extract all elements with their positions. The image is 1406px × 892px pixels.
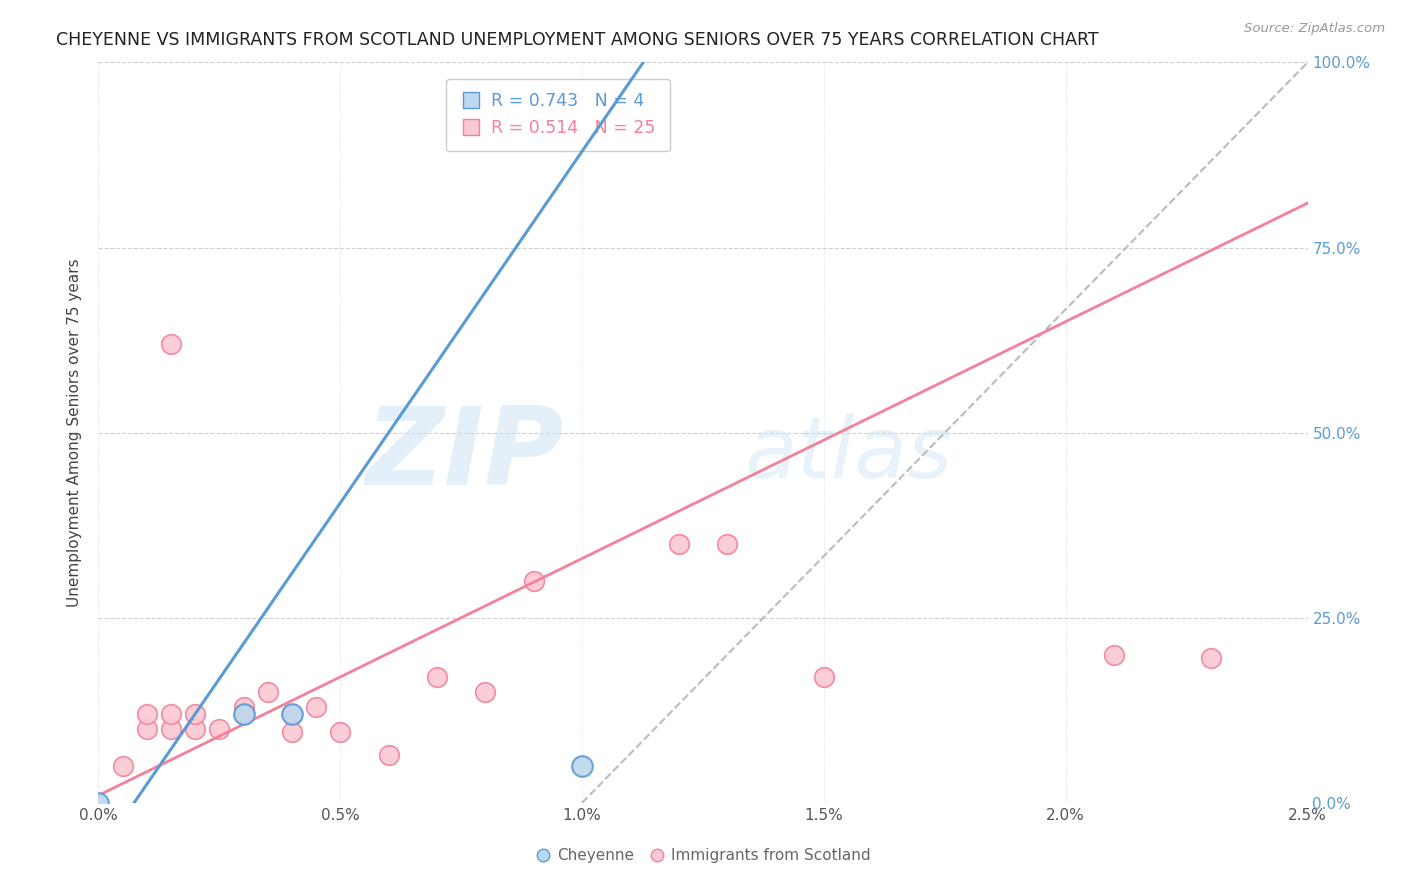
Point	[1199, 651, 1222, 665]
Point	[1102, 648, 1125, 662]
Text: ZIP: ZIP	[366, 401, 564, 508]
Text: atlas: atlas	[744, 413, 952, 496]
Point	[813, 670, 835, 684]
Point	[329, 725, 352, 739]
Point	[232, 706, 254, 721]
Point	[426, 670, 449, 684]
Point	[135, 706, 157, 721]
Point	[716, 536, 738, 550]
Point	[571, 758, 593, 772]
Point	[377, 747, 399, 762]
Y-axis label: Unemployment Among Seniors over 75 years: Unemployment Among Seniors over 75 years	[67, 259, 83, 607]
Point	[668, 536, 690, 550]
Point	[256, 685, 278, 699]
Point	[160, 336, 183, 351]
Point	[474, 685, 496, 699]
Point	[232, 699, 254, 714]
Legend: R = 0.743   N = 4, R = 0.514   N = 25: R = 0.743 N = 4, R = 0.514 N = 25	[446, 78, 669, 151]
Point	[208, 722, 231, 736]
Point	[305, 699, 328, 714]
Point	[160, 722, 183, 736]
Text: Source: ZipAtlas.com: Source: ZipAtlas.com	[1244, 22, 1385, 36]
Point	[281, 706, 304, 721]
Text: CHEYENNE VS IMMIGRANTS FROM SCOTLAND UNEMPLOYMENT AMONG SENIORS OVER 75 YEARS CO: CHEYENNE VS IMMIGRANTS FROM SCOTLAND UNE…	[56, 31, 1099, 49]
Point	[160, 706, 183, 721]
Point	[232, 706, 254, 721]
Point	[111, 758, 134, 772]
Point	[184, 722, 207, 736]
Point	[87, 796, 110, 810]
Point	[523, 574, 546, 588]
Point	[135, 722, 157, 736]
Point	[184, 706, 207, 721]
Point	[281, 706, 304, 721]
Point	[281, 725, 304, 739]
